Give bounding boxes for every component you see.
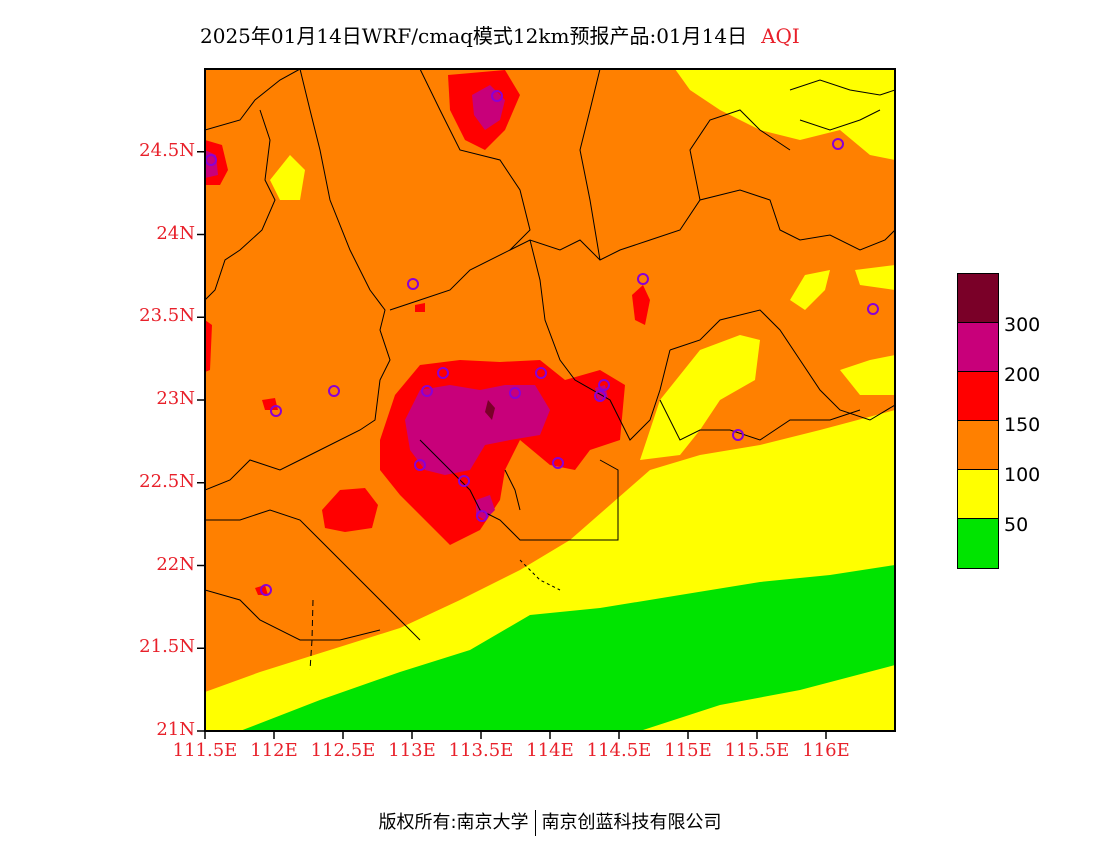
legend-color-bar (957, 273, 999, 569)
city-marker (491, 90, 503, 102)
y-tick-label: 23N (156, 388, 195, 409)
city-marker (732, 429, 744, 441)
city-markers (205, 90, 879, 596)
aqi-region-0-50 (240, 565, 895, 731)
legend-swatch-150-200 (958, 372, 998, 421)
x-tick-label: 115.5E (724, 740, 790, 761)
title-variable: AQI (761, 24, 800, 48)
city-marker (509, 387, 521, 399)
chart-title: 2025年01月14日WRF/cmaq模式12km预报产品:01月14日 AQI (200, 20, 800, 49)
city-marker (270, 405, 282, 417)
legend-swatch-200-300 (958, 323, 998, 372)
city-marker (552, 457, 564, 469)
city-marker (832, 138, 844, 150)
city-marker (535, 367, 547, 379)
city-marker (637, 273, 649, 285)
y-tick-label: 24.5N (139, 139, 195, 161)
city-marker (594, 390, 606, 402)
city-marker (407, 278, 419, 290)
x-tick-label: 112E (250, 740, 298, 761)
aqi-region-50-100-ne (675, 69, 895, 160)
city-marker (260, 584, 272, 596)
city-marker (414, 459, 426, 471)
legend-swatch-0-50 (958, 519, 998, 568)
city-marker (437, 367, 449, 379)
y-tick-label: 22N (156, 553, 195, 575)
x-tick-label: 113E (388, 740, 436, 761)
y-tick-label: 21N (156, 719, 195, 740)
city-marker (867, 303, 879, 315)
city-marker (328, 385, 340, 397)
x-tick-label: 115E (664, 740, 712, 761)
footer-separator (534, 810, 536, 836)
legend-label: 150 (1004, 414, 1041, 436)
map-field (205, 69, 895, 731)
city-marker (421, 385, 433, 397)
legend-label: 50 (1004, 514, 1029, 536)
aqi-region-200-300 (405, 385, 550, 475)
x-tick-label: 113.5E (448, 740, 514, 761)
legend-label: 300 (1004, 314, 1041, 336)
legend-swatch-100-150 (958, 421, 998, 470)
legend-label: 100 (1004, 464, 1041, 486)
copyright-footer: 版权所有:南京大学 南京创蓝科技有限公司 (0, 808, 1100, 836)
aqi-region-300-plus (485, 400, 495, 420)
boundary-lines (205, 69, 895, 671)
city-marker (476, 510, 488, 522)
legend-swatch-300-plus (958, 274, 998, 323)
y-tick-label: 22.5N (139, 470, 195, 492)
x-tick-label: 111.5E (172, 740, 238, 761)
city-marker (458, 475, 470, 487)
x-tick-label: 114E (526, 740, 574, 761)
footer-right: 南京创蓝科技有限公司 (541, 812, 722, 833)
tick-marks (197, 151, 827, 739)
x-tick-label: 112.5E (310, 740, 376, 761)
x-tick-label: 116E (802, 740, 850, 761)
legend-swatch-50-100 (958, 470, 998, 519)
y-tick-label: 24N (156, 222, 195, 244)
footer-left: 版权所有:南京大学 (378, 812, 529, 833)
y-tick-label: 21.5N (139, 636, 195, 658)
title-main: 2025年01月14日WRF/cmaq模式12km预报产品:01月14日 (200, 24, 748, 48)
x-tick-label: 114.5E (586, 740, 652, 761)
y-tick-label: 23.5N (139, 305, 195, 327)
legend-label: 200 (1004, 364, 1041, 386)
city-marker (598, 379, 610, 391)
